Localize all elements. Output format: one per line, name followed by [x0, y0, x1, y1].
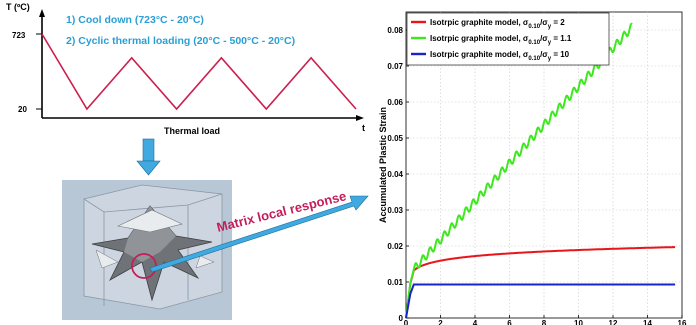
y-tick-label: 0.04 [387, 170, 403, 179]
y-tick-label: 0.06 [387, 98, 403, 107]
legend-entry: Isotrpic graphite model, σ0.10/σy = 1.1 [430, 34, 572, 46]
axis-ticks: 0 2 4 6 8 10 12 14 16 0 0.01 0.02 0.03 0.04 0.05 0.06 0.… [387, 26, 687, 325]
cool-down-step-text: 1) Cool down (723°C - 20°C) [66, 14, 204, 26]
x-tick-label: 16 [678, 319, 687, 325]
callout-arrow [149, 195, 369, 273]
thermal-cycle-curve [41, 33, 357, 111]
down-arrow [136, 138, 161, 176]
x-tick-label: 2 [438, 319, 443, 325]
y-tick-label: 0.01 [387, 278, 403, 287]
y-axis-label: Accumulated Plastic Strain [378, 107, 388, 223]
y-tick-label: 0.03 [387, 206, 403, 215]
legend-entry: Isotrpic graphite model, σ0.10/σy = 2 [430, 18, 565, 30]
cyclic-loading-step-text: 2) Cyclic thermal loading (20°C - 500°C … [66, 35, 295, 47]
temperature-tick-723: 723 [12, 31, 26, 40]
y-tick-label: 0.07 [387, 62, 403, 71]
y-tick-label: 0 [399, 314, 404, 323]
temperature-axis-label: T (ºC) [6, 2, 30, 12]
x-tick-label: 10 [574, 319, 583, 325]
time-axis-label: t [362, 123, 365, 133]
y-tick-label: 0.02 [387, 242, 403, 251]
series-line [405, 246, 676, 319]
y-tick-label: 0.08 [387, 26, 403, 35]
y-tick-label: 0.05 [387, 134, 403, 143]
series-line [405, 283, 676, 319]
thermal-load-schematic: 1) Cool down (723°C - 20°C) 2) Cyclic th… [6, 2, 365, 136]
legend-box [406, 12, 610, 66]
legend: Isotrpic graphite model, σ0.10/σy = 2 Iso… [406, 12, 610, 66]
x-tick-label: 8 [542, 319, 547, 325]
temperature-axis-arrowhead [39, 9, 45, 17]
plastic-strain-chart: 0 2 4 6 8 10 12 14 16 0 0.01 0.02 0.03 0.04 0.05 0.06 0.… [378, 11, 687, 325]
thermal-load-label: Thermal load [164, 126, 220, 136]
x-tick-label: 14 [643, 319, 652, 325]
x-tick-label: 4 [473, 319, 478, 325]
legend-entry: Isotrpic graphite model, σ0.10/σy = 10 [430, 50, 570, 62]
time-axis-arrowhead [356, 115, 364, 121]
x-tick-label: 0 [404, 319, 409, 325]
x-tick-label: 12 [609, 319, 618, 325]
x-tick-label: 6 [507, 319, 512, 325]
temperature-tick-20: 20 [18, 105, 27, 114]
